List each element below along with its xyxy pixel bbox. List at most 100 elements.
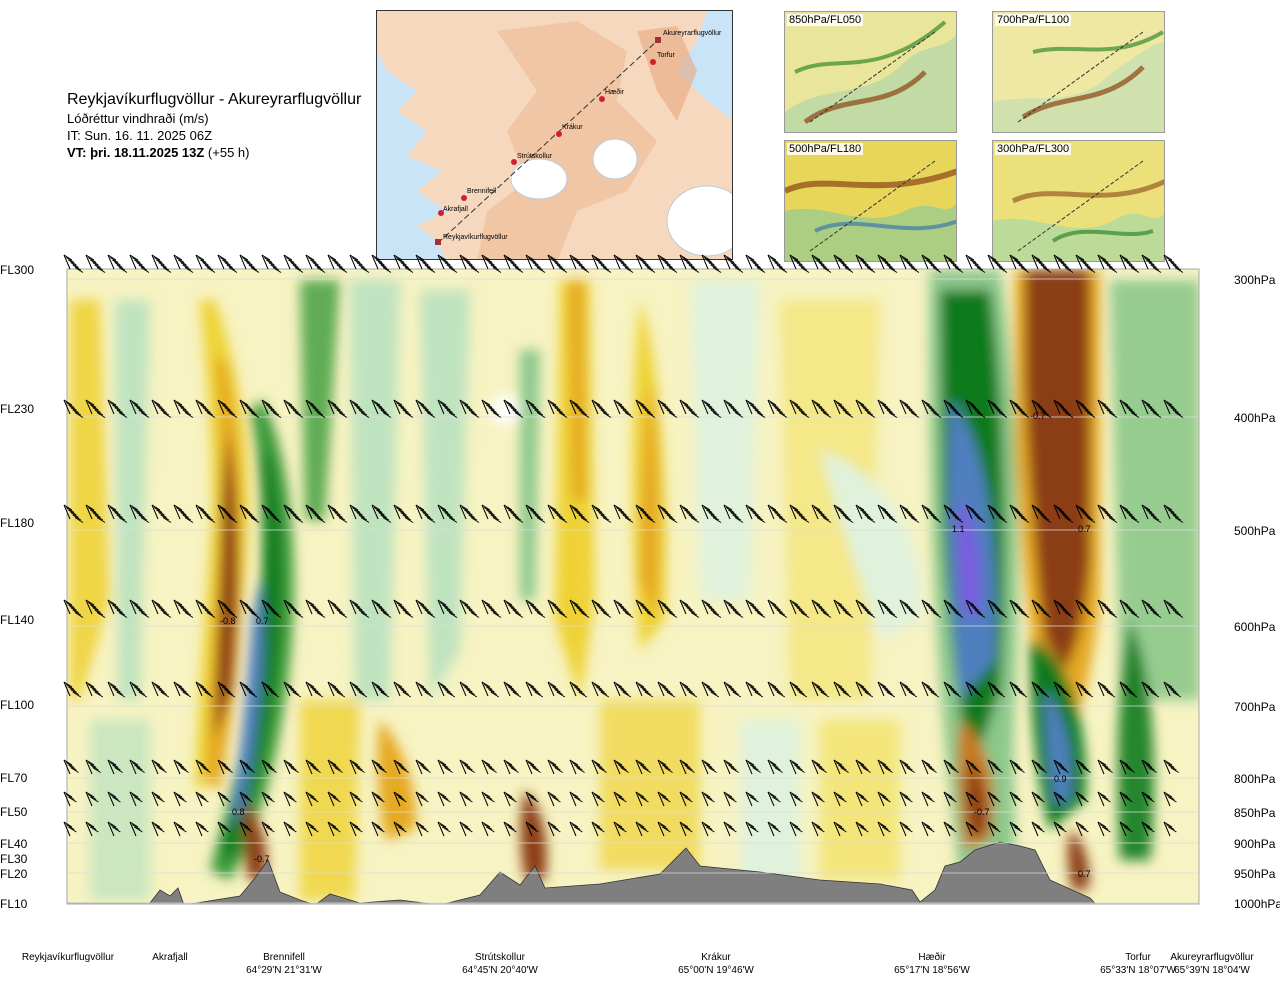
wind-barb: [855, 504, 876, 523]
wind-barb: [437, 504, 458, 523]
wind-barb: [349, 254, 370, 273]
wind-barb: [327, 791, 341, 807]
wind-barb: [503, 681, 522, 698]
wind-barb: [1141, 791, 1155, 807]
map-point-strutskollur: [511, 159, 517, 165]
wind-barb: [899, 254, 920, 273]
mini-map-700-label: 700hPa/FL100: [995, 14, 1072, 26]
wind-barb: [987, 681, 1006, 698]
wind-barb: [547, 504, 568, 523]
wind-barb: [745, 791, 759, 807]
wind-barb: [1031, 599, 1052, 618]
wind-barb: [217, 504, 238, 523]
wind-barb: [921, 599, 942, 618]
wind-barb: [723, 821, 737, 837]
wind-barb: [481, 599, 502, 618]
wind-barb: [305, 399, 326, 418]
wind-barb: [745, 399, 766, 418]
wind-barb: [107, 399, 128, 418]
wind-barb: [63, 759, 79, 775]
wind-barb: [569, 791, 583, 807]
wind-barb: [811, 821, 825, 837]
wind-barb: [943, 399, 964, 418]
wind-barb: [415, 681, 434, 698]
location-name: Krákur: [701, 952, 731, 963]
wind-barb: [899, 821, 913, 837]
wind-barb: [943, 254, 964, 273]
wind-barb: [261, 399, 282, 418]
wind-barb: [1075, 504, 1096, 523]
wind-barb: [107, 821, 121, 837]
wind-barb: [1119, 759, 1135, 775]
pressure-label: 500hPa: [1234, 524, 1276, 538]
wind-barb: [151, 504, 172, 523]
location-name: Akrafjall: [152, 952, 188, 963]
wind-barb: [305, 504, 326, 523]
wind-barb: [1163, 681, 1182, 698]
wind-barb: [591, 821, 605, 837]
wind-barb: [481, 399, 502, 418]
wind-barb: [195, 759, 211, 775]
wind-barb: [349, 504, 370, 523]
wind-barb: [1097, 504, 1118, 523]
wind-barb: [173, 504, 194, 523]
wind-barb: [591, 254, 612, 273]
wind-barb: [85, 791, 99, 807]
wind-barb: [635, 599, 656, 618]
location-name: Brennifell: [263, 952, 305, 963]
wind-barb: [679, 599, 700, 618]
wind-barb: [437, 254, 458, 273]
wind-barb: [987, 759, 1003, 775]
pressure-label: 700hPa: [1234, 700, 1276, 714]
wind-barb: [1141, 254, 1162, 273]
wind-barb: [415, 504, 436, 523]
location-label: Torfur 65°33'N 18°07'W: [1100, 951, 1176, 977]
wind-barb: [481, 681, 500, 698]
wind-barb: [723, 504, 744, 523]
wind-barb: [1141, 681, 1160, 698]
wind-barb: [657, 791, 671, 807]
wind-barb: [393, 399, 414, 418]
map-point-reykjavik: [435, 239, 441, 245]
wind-barb: [1141, 759, 1157, 775]
wind-barb: [283, 504, 304, 523]
wind-barb: [921, 821, 935, 837]
map-point-akrafjall: [438, 210, 444, 216]
pressure-label: 850hPa: [1234, 806, 1276, 820]
wind-barb: [327, 399, 348, 418]
wind-barb: [173, 681, 192, 698]
wind-barb: [151, 681, 170, 698]
location-coordinate: 64°45'N 20°40'W: [462, 965, 538, 976]
map-label-akrafjall: Akrafjall: [443, 206, 468, 213]
wind-barb: [855, 254, 876, 273]
wind-barb: [415, 399, 436, 418]
wind-barb: [987, 599, 1008, 618]
wind-barb: [503, 821, 517, 837]
wind-barb: [657, 504, 678, 523]
wind-barb: [657, 599, 678, 618]
wind-barb: [525, 254, 546, 273]
wind-barb: [987, 254, 1008, 273]
wind-barb: [613, 791, 627, 807]
annot-1: -0.8: [220, 616, 236, 626]
wind-barb: [217, 759, 233, 775]
wind-barb: [679, 681, 698, 698]
wind-barb: [459, 399, 480, 418]
wind-barb: [393, 791, 407, 807]
wind-barb: [877, 254, 898, 273]
wind-barb: [789, 599, 810, 618]
wind-barb: [943, 599, 964, 618]
wind-barb: [943, 821, 957, 837]
mini-map-850: 850hPa/FL050: [784, 11, 957, 133]
wind-barb: [1075, 681, 1094, 698]
wind-barb: [569, 821, 583, 837]
wind-barb: [833, 599, 854, 618]
wind-barb: [899, 504, 920, 523]
wind-barb: [195, 399, 216, 418]
wind-barb: [833, 399, 854, 418]
annot-8: 0.9: [1054, 774, 1067, 784]
wind-barb: [371, 791, 385, 807]
wind-barb: [173, 791, 187, 807]
level-grid: [67, 278, 1199, 904]
wind-barb: [701, 821, 715, 837]
